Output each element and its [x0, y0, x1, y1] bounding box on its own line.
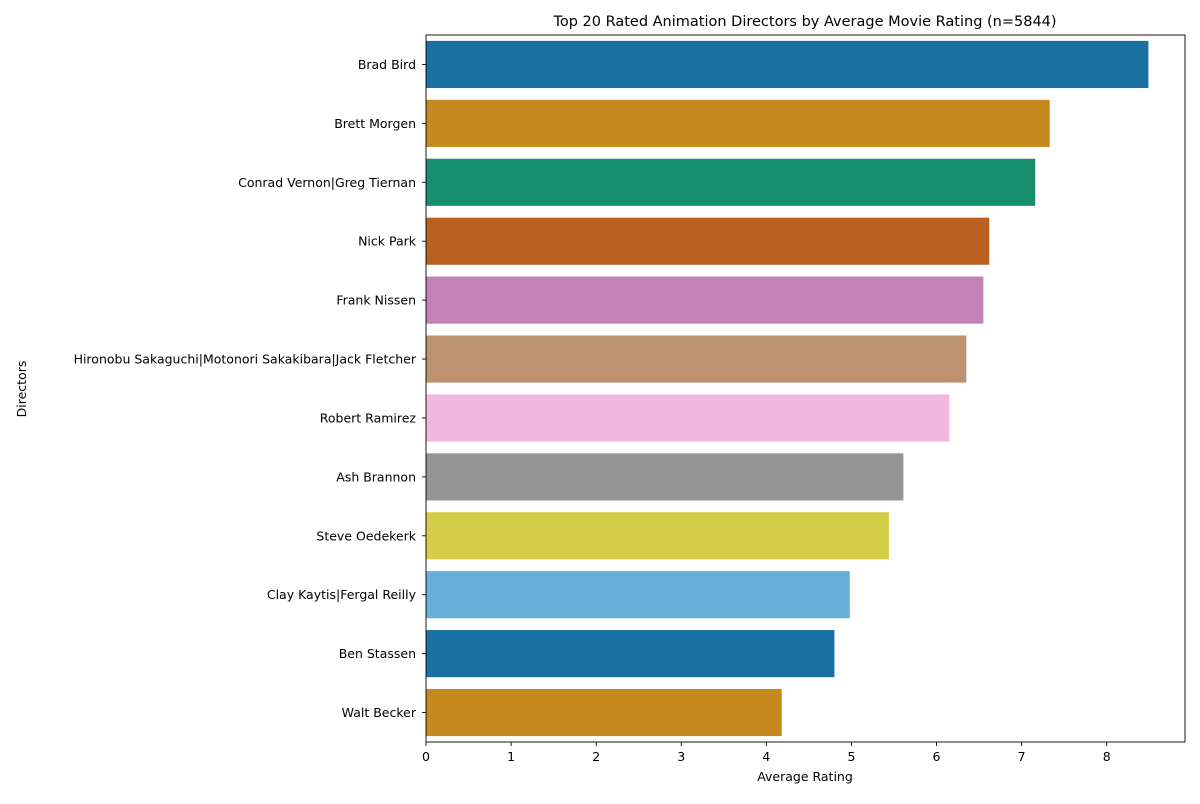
x-tick-label: 5 — [847, 749, 855, 764]
x-tick-label: 6 — [933, 749, 941, 764]
bar — [426, 512, 889, 560]
bar — [426, 394, 950, 442]
y-tick-label: Steve Oedekerk — [316, 528, 416, 543]
x-tick-label: 3 — [677, 749, 685, 764]
y-tick-label: Ash Brannon — [336, 469, 416, 484]
bar — [426, 158, 1036, 206]
axes-layer — [425, 34, 1186, 743]
y-tick-label: Ben Stassen — [339, 646, 416, 661]
bar — [426, 571, 850, 619]
x-tick-label: 1 — [507, 749, 515, 764]
bars-layer — [426, 40, 1149, 737]
bar — [426, 217, 990, 265]
x-tick-label: 0 — [422, 749, 430, 764]
bar — [426, 40, 1149, 89]
y-tick-label: Frank Nissen — [336, 293, 416, 308]
chart-title: Top 20 Rated Animation Directors by Aver… — [552, 14, 1056, 30]
x-tick-label: 8 — [1103, 749, 1111, 764]
bar — [426, 688, 782, 737]
plot-frame — [425, 34, 1186, 743]
x-tick-label: 7 — [1018, 749, 1026, 764]
y-tick-label: Brad Bird — [358, 57, 416, 72]
y-tick-label: Clay Kaytis|Fergal Reilly — [267, 587, 417, 602]
y-tick-label: Brett Morgen — [334, 116, 416, 131]
y-axis-label: Directors — [14, 361, 29, 418]
y-tick-label: Conrad Vernon|Greg Tiernan — [238, 175, 416, 190]
y-tick-label: Nick Park — [358, 234, 417, 249]
x-tick-label: 2 — [592, 749, 600, 764]
bar — [426, 276, 984, 324]
y-tick-label: Robert Ramirez — [320, 410, 417, 425]
y-tick-label: Walt Becker — [342, 705, 417, 720]
x-tick-label: 4 — [762, 749, 770, 764]
y-tick-layer: Brad Bird Brett Morgen Conrad Vernon|Greg … — [74, 57, 426, 720]
y-tick-label: Hironobu Sakaguchi|Motonori Sakakibara|J… — [74, 352, 417, 367]
bar — [426, 453, 904, 501]
bar — [426, 630, 835, 678]
bar — [426, 99, 1050, 147]
bar — [426, 335, 967, 383]
x-tick-layer: 0 1 2 3 4 5 6 7 8 — [422, 742, 1111, 764]
x-axis-label: Average Rating — [757, 769, 853, 784]
